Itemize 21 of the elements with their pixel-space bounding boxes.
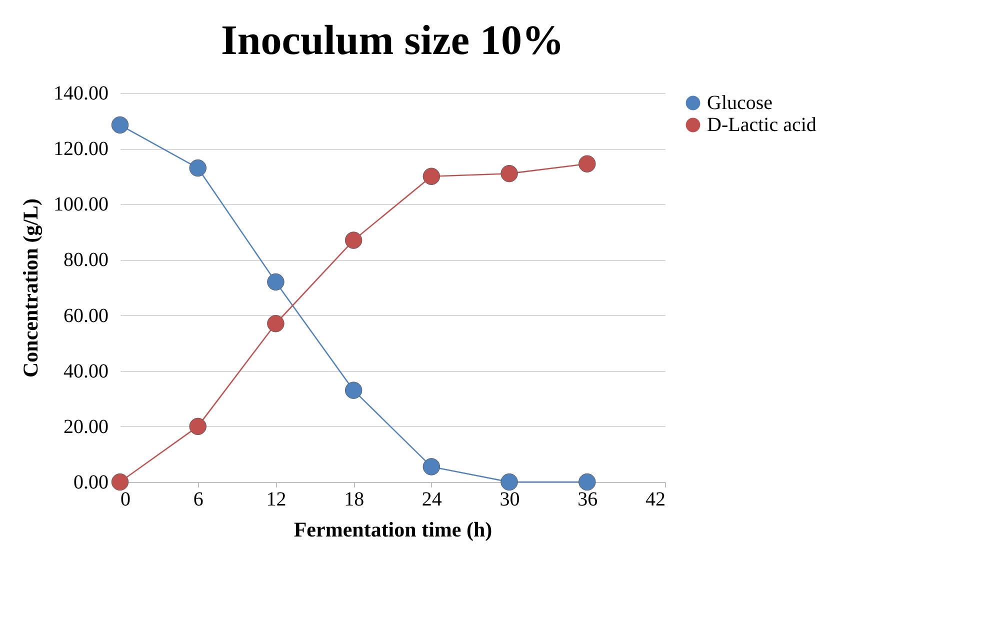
- x-tick-label: 0: [120, 488, 130, 510]
- x-axis-title: Fermentation time (h): [294, 518, 492, 542]
- y-tick-label: 0.00: [74, 472, 108, 494]
- y-tick-label: 40.00: [64, 360, 108, 382]
- chart-title: Inoculum size 10%: [220, 18, 564, 64]
- y-tick-label: 100.00: [54, 194, 108, 216]
- x-tick-label: 30: [500, 488, 520, 510]
- x-tick-label: 6: [193, 488, 204, 510]
- y-tick-label: 20.00: [64, 416, 108, 438]
- x-tick-label: 24: [422, 488, 442, 510]
- y-axis-title: Concentration (g/L): [18, 198, 42, 378]
- legend-label: Glucose: [707, 92, 773, 114]
- x-tick-label: 12: [266, 488, 286, 510]
- x-tick-label: 18: [344, 488, 364, 510]
- y-tick-label: 120.00: [54, 138, 108, 160]
- x-tick-label: 42: [646, 488, 666, 510]
- y-tick-label: 140.00: [54, 82, 108, 104]
- y-tick-label: 60.00: [64, 304, 108, 327]
- x-tick-label: 36: [578, 488, 598, 510]
- legend-label: D-Lactic acid: [707, 114, 816, 136]
- y-tick-label: 80.00: [64, 249, 108, 272]
